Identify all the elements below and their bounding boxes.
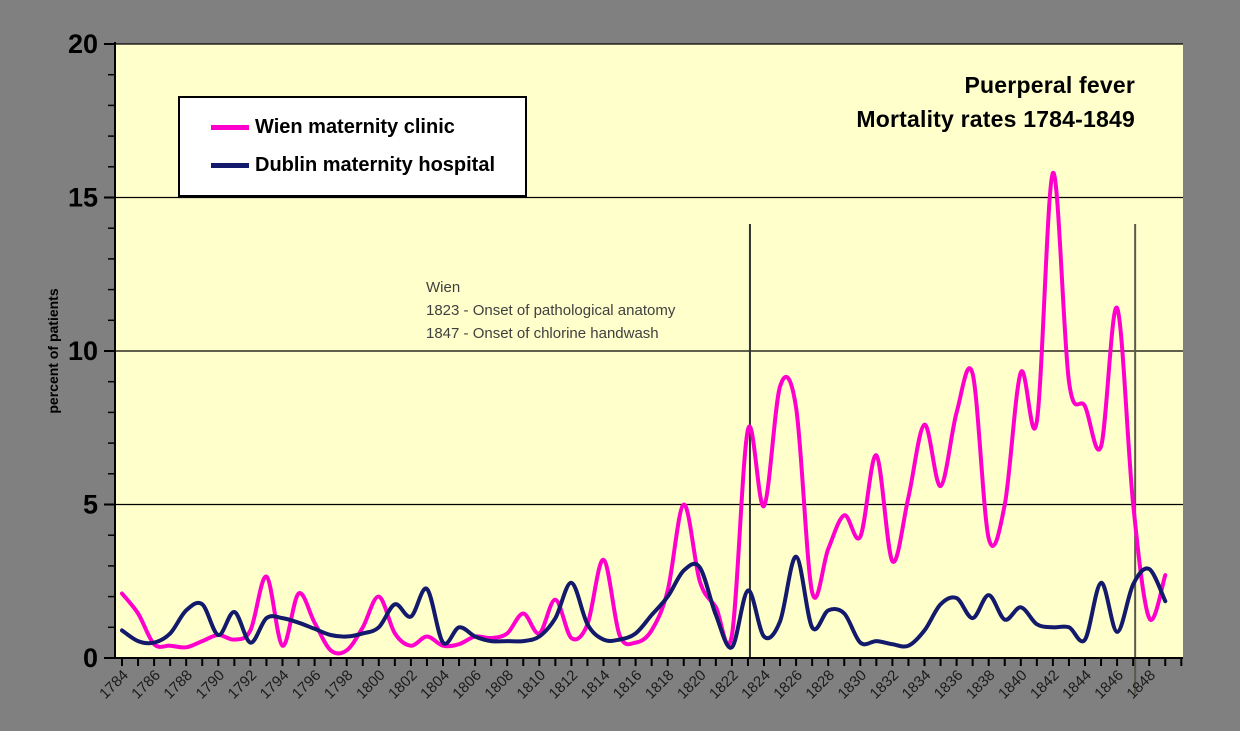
y-tick-label-10: 10	[68, 336, 98, 366]
y-axis-title-text: percent of patients	[45, 288, 61, 414]
x-tick-label-1788: 1788	[160, 667, 196, 703]
x-tick-label-1834: 1834	[899, 667, 935, 703]
x-tick-label-1796: 1796	[289, 667, 325, 703]
x-tick-label-1826: 1826	[770, 667, 806, 703]
legend: Wien maternity clinic Dublin maternity h…	[178, 96, 527, 197]
chart-title: Puerperal fever Mortality rates 1784-184…	[856, 68, 1135, 136]
x-tick-label-1804: 1804	[417, 667, 453, 703]
x-tick-label-1844: 1844	[1059, 667, 1095, 703]
wien-line-swatch	[211, 124, 249, 130]
x-tick-label-1824: 1824	[738, 667, 774, 703]
x-tick-label-1842: 1842	[1027, 667, 1063, 703]
x-tick-label-1790: 1790	[193, 667, 229, 703]
x-tick-label-1822: 1822	[706, 667, 742, 703]
x-tick-label-1806: 1806	[449, 667, 485, 703]
annotation-line-wien: Wien	[426, 279, 461, 296]
y-tick-label-5: 5	[83, 490, 98, 520]
y-tick-label-0: 0	[83, 643, 98, 673]
legend-entry-wien: Wien maternity clinic	[211, 116, 515, 139]
x-tick-label-1830: 1830	[835, 667, 871, 703]
annotation-line-1823: 1823 - Onset of pathological anatomy	[426, 302, 676, 319]
x-tick-label-1812: 1812	[546, 667, 582, 703]
x-tick-label-1828: 1828	[802, 667, 838, 703]
y-tick-label-15: 15	[68, 183, 98, 213]
x-tick-label-1808: 1808	[481, 667, 517, 703]
x-tick-label-1838: 1838	[963, 667, 999, 703]
x-tick-label-1800: 1800	[353, 667, 389, 703]
x-tick-label-1794: 1794	[257, 667, 293, 703]
x-tick-label-1784: 1784	[96, 667, 132, 703]
x-tick-label-1786: 1786	[128, 667, 164, 703]
series-line-dublin	[120, 554, 1168, 650]
x-tick-label-1814: 1814	[578, 667, 614, 703]
legend-label-wien: Wien maternity clinic	[255, 115, 455, 138]
x-tick-label-1802: 1802	[385, 667, 421, 703]
x-tick-label-1810: 1810	[514, 667, 550, 703]
series-line-wien	[120, 170, 1168, 656]
x-tick-label-1816: 1816	[610, 667, 646, 703]
x-tick-label-1836: 1836	[931, 667, 967, 703]
x-tick-label-1840: 1840	[995, 667, 1031, 703]
x-tick-label-1792: 1792	[225, 667, 261, 703]
x-tick-label-1832: 1832	[867, 667, 903, 703]
annotation-block: Wien 1823 - Onset of pathological anatom…	[426, 276, 675, 345]
x-tick-label-1848: 1848	[1123, 667, 1159, 703]
y-tick-label-20: 20	[68, 29, 98, 59]
legend-label-dublin: Dublin maternity hospital	[255, 154, 496, 177]
annotation-line-1847: 1847 - Onset of chlorine handwash	[426, 325, 659, 342]
x-tick-label-1820: 1820	[674, 667, 710, 703]
chart-title-line2: Mortality rates 1784-1849	[856, 106, 1135, 132]
x-tick-label-1818: 1818	[642, 667, 678, 703]
x-tick-label-1846: 1846	[1091, 667, 1127, 703]
legend-entry-dublin: Dublin maternity hospital	[211, 154, 515, 177]
dublin-line-swatch	[211, 163, 249, 169]
chart-title-line1: Puerperal fever	[964, 72, 1135, 98]
x-tick-label-1798: 1798	[321, 667, 357, 703]
